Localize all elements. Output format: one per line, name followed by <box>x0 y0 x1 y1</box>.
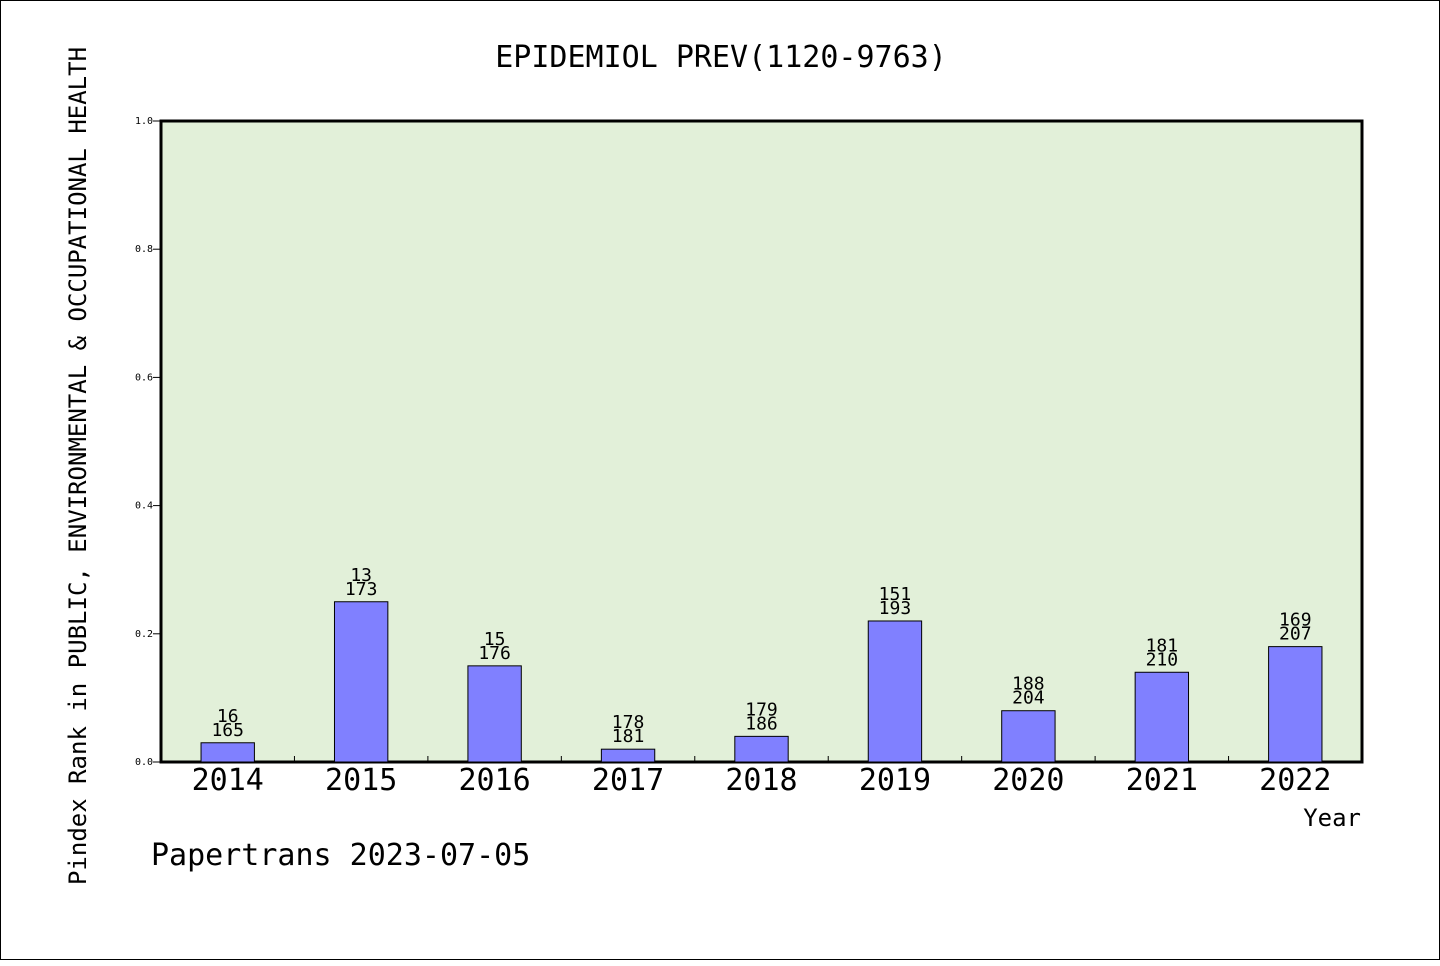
y-tick-label: 0.8 <box>135 244 153 255</box>
bar <box>467 665 522 763</box>
y-axis-label: Pindex Rank in PUBLIC, ENVIRONMENTAL & O… <box>64 47 92 885</box>
bar-label-bottom: 204 <box>1012 688 1045 709</box>
bar-label-bottom: 176 <box>478 643 511 664</box>
x-tick-label: 2021 <box>1126 763 1198 798</box>
x-tick-label: 2020 <box>992 763 1064 798</box>
bar-label-bottom: 193 <box>879 598 912 619</box>
x-tick-label: 2022 <box>1259 763 1331 798</box>
bar <box>734 735 789 763</box>
y-tick-label: 0.2 <box>135 629 153 640</box>
bar-label-top: 181 <box>1146 635 1179 656</box>
bar-label-top: 178 <box>612 712 645 733</box>
y-tick-label: 0.6 <box>135 372 153 383</box>
chart-title: EPIDEMIOL PREV(1120-9763) <box>495 40 947 75</box>
y-axis: 0.0 0.2 0.4 0.6 0.8 1.0 <box>135 116 161 768</box>
y-tick-label: 0.4 <box>135 501 153 512</box>
bar-label-top: 151 <box>879 584 912 605</box>
bar-label-bottom: 210 <box>1146 649 1179 670</box>
bar <box>200 742 255 763</box>
bar-label-bottom: 165 <box>211 720 244 741</box>
bar-label-top: 169 <box>1279 610 1312 631</box>
x-axis: 2014 2015 2016 2017 2018 2019 2020 2021 2022 <box>192 756 1331 798</box>
bar-label-bottom: 186 <box>745 713 778 734</box>
bar-label-bottom: 207 <box>1279 624 1312 645</box>
x-tick-label: 2018 <box>725 763 797 798</box>
x-tick-label: 2015 <box>325 763 397 798</box>
bar-label-top: 179 <box>745 699 778 720</box>
bar <box>1268 646 1323 763</box>
bar-label-top: 16 <box>217 706 239 727</box>
y-tick-label: 0.0 <box>135 757 153 768</box>
bar <box>867 620 923 763</box>
bar-label-top: 13 <box>350 565 372 586</box>
bar <box>1001 710 1056 763</box>
bar <box>333 601 389 763</box>
bar-label-bottom: 173 <box>345 579 378 600</box>
footer-credit: Papertrans 2023-07-05 <box>151 838 530 873</box>
x-tick-label: 2014 <box>192 763 264 798</box>
bars: 1616513173151761781811791861511931882041… <box>200 565 1323 763</box>
bar-label-top: 188 <box>1012 674 1045 695</box>
x-axis-label: Year <box>1303 804 1361 832</box>
x-tick-label: 2019 <box>859 763 931 798</box>
bar <box>600 748 656 763</box>
bar-label-bottom: 181 <box>612 726 645 747</box>
x-tick-label: 2017 <box>592 763 664 798</box>
bar-label-top: 15 <box>484 629 506 650</box>
x-tick-label: 2016 <box>458 763 530 798</box>
bar <box>1134 671 1190 763</box>
y-tick-label: 1.0 <box>135 116 153 127</box>
